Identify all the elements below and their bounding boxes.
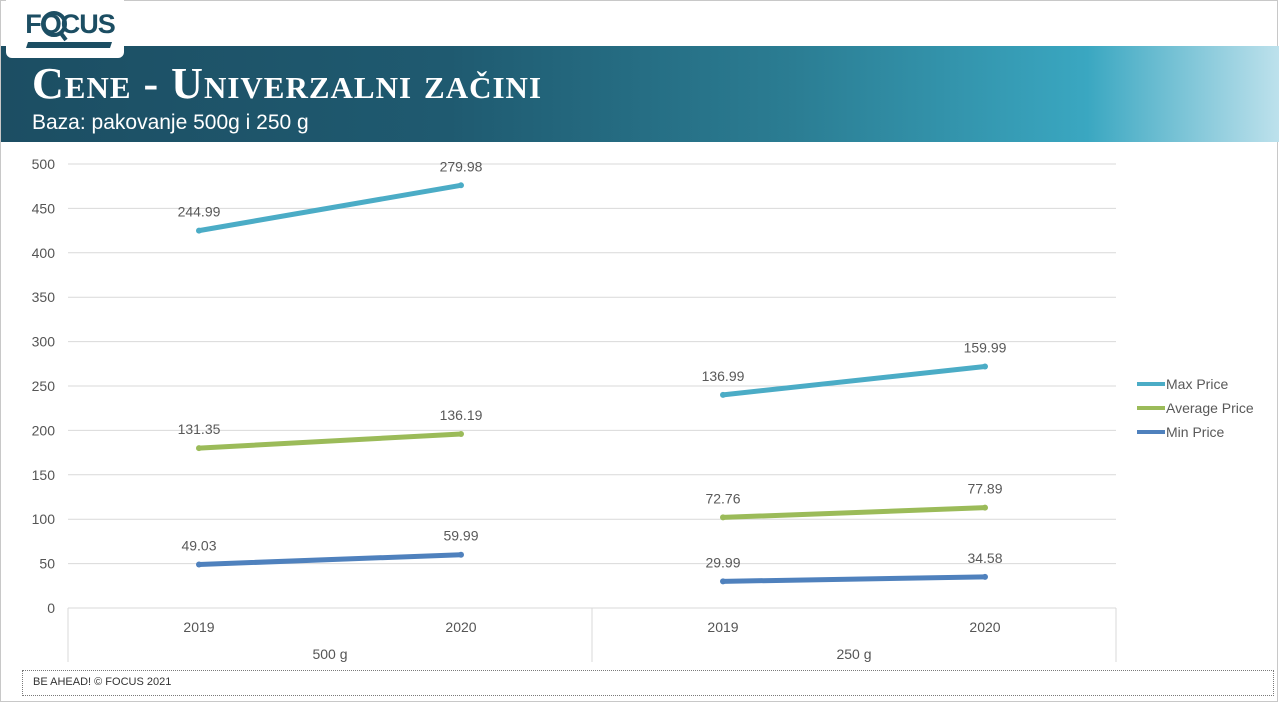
y-tick-label: 300 <box>32 334 56 350</box>
data-point <box>196 561 202 568</box>
x-tick-label: 2019 <box>707 619 738 635</box>
data-point <box>982 573 988 580</box>
data-point <box>196 227 202 234</box>
x-tick-label: 2020 <box>445 619 476 635</box>
line-chart: 0 50 100 150 200 250 300 350 400 450 500 2019 2020 5… <box>32 156 1254 662</box>
data-point <box>196 445 202 452</box>
series-line <box>196 182 464 234</box>
logo-tab: FOCUS <box>6 0 124 58</box>
legend-label: Average Price <box>1166 400 1254 416</box>
series-line <box>196 431 464 451</box>
footer-text: BE AHEAD! © FOCUS 2021 <box>33 676 172 688</box>
data-label: 244.99 <box>178 204 221 220</box>
data-point <box>720 578 726 585</box>
y-tick-label: 50 <box>39 556 55 572</box>
focus-logo: FOCUS <box>25 9 116 48</box>
legend-label: Min Price <box>1166 424 1225 440</box>
y-tick-label: 200 <box>32 422 56 438</box>
page-subtitle: Baza: pakovanje 500g i 250 g <box>32 111 309 134</box>
header-band <box>1 46 1279 142</box>
x-axis: 2019 2020 500 g 2019 2020 250 g <box>67 608 1117 662</box>
y-tick-label: 100 <box>32 511 56 527</box>
x-group-label: 500 g <box>312 646 347 662</box>
y-tick-label: 0 <box>47 600 55 616</box>
y-tick-label: 400 <box>32 245 56 261</box>
series-line <box>720 505 988 520</box>
data-point <box>458 430 464 437</box>
data-label: 77.89 <box>967 481 1002 497</box>
series-lines <box>196 182 988 585</box>
data-label: 59.99 <box>443 528 478 544</box>
data-point <box>720 391 726 398</box>
data-label: 29.99 <box>705 554 740 570</box>
series-line <box>720 574 988 584</box>
data-point <box>458 551 464 558</box>
series-line <box>196 552 464 567</box>
y-tick-label: 450 <box>32 200 56 216</box>
y-tick-label: 250 <box>32 378 56 394</box>
legend: Max Price Average Price Min Price <box>1137 376 1254 440</box>
logo-text: FOCUS <box>25 9 115 39</box>
data-label: 136.99 <box>702 368 745 384</box>
footer: BE AHEAD! © FOCUS 2021 <box>22 670 1274 696</box>
page-title: Cene - Univerzalni začini <box>32 59 543 108</box>
data-label: 279.98 <box>440 158 483 174</box>
y-tick-label: 350 <box>32 289 56 305</box>
data-label: 136.19 <box>440 407 483 423</box>
series-line <box>720 363 988 398</box>
data-label: 34.58 <box>967 550 1002 566</box>
data-point <box>458 182 464 189</box>
data-label: 159.99 <box>964 339 1007 355</box>
x-tick-label: 2019 <box>183 619 214 635</box>
x-group-label: 250 g <box>836 646 871 662</box>
y-tick-label: 500 <box>32 156 56 172</box>
data-label: 131.35 <box>178 421 221 437</box>
y-tick-label: 150 <box>32 467 56 483</box>
data-label: 72.76 <box>705 490 740 506</box>
data-point <box>982 363 988 370</box>
data-label: 49.03 <box>181 537 216 553</box>
x-tick-label: 2020 <box>969 619 1000 635</box>
data-point <box>720 514 726 521</box>
data-labels: 244.99 279.98 136.99 159.99 131.35 136.19 72.7… <box>178 158 1007 570</box>
data-point <box>982 504 988 511</box>
y-axis-tick-labels: 0 50 100 150 200 250 300 350 400 450 500 <box>32 156 56 616</box>
gridlines <box>68 163 1116 609</box>
legend-label: Max Price <box>1166 376 1228 392</box>
